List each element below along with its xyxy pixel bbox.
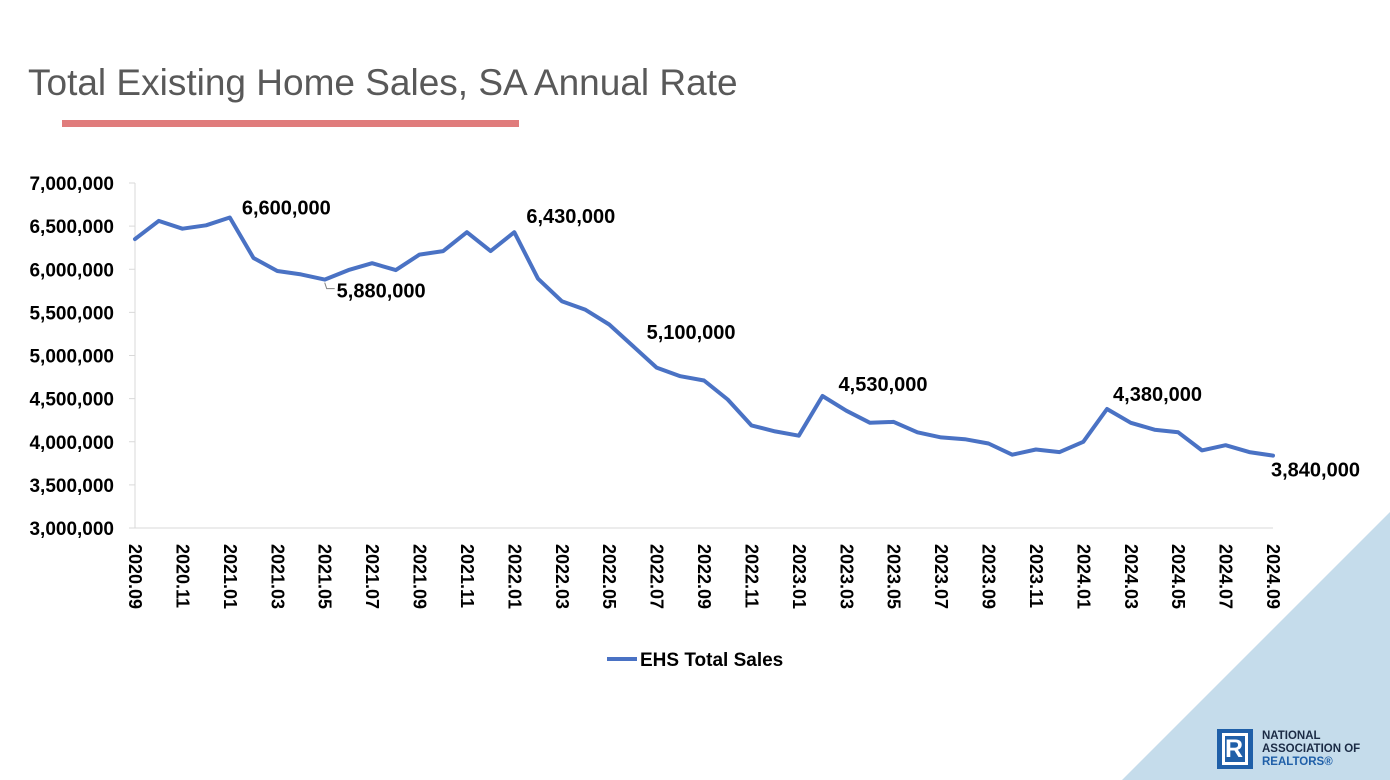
x-tick-label: 2021.01: [220, 544, 240, 609]
y-tick-label: 4,500,000: [29, 390, 114, 411]
x-tick-label: 2024.01: [1073, 544, 1093, 609]
legend-label: EHS Total Sales: [640, 650, 783, 671]
x-tick-label: 2022.01: [504, 544, 524, 609]
y-tick-label: 6,500,000: [29, 217, 114, 238]
data-label-leader: [324, 282, 335, 290]
x-tick-label: 2023.05: [884, 544, 904, 609]
x-tick-label: 2022.05: [599, 544, 619, 609]
x-tick-label: 2021.07: [362, 544, 382, 609]
x-tick-label: 2022.11: [741, 544, 761, 608]
x-tick-label: 2023.01: [789, 544, 809, 609]
y-tick-label: 3,000,000: [29, 519, 114, 540]
title-underline: [62, 120, 519, 127]
x-tick-label: 2023.07: [931, 544, 951, 609]
realtor-r-icon: R: [1217, 729, 1253, 769]
logo-line-1: NATIONAL: [1262, 730, 1321, 742]
data-label: 4,530,000: [839, 374, 928, 396]
data-label: 6,430,000: [526, 206, 615, 228]
y-tick-label: 5,000,000: [29, 347, 114, 368]
y-tick-label: 7,000,000: [29, 174, 114, 195]
x-tick-label: 2024.07: [1216, 544, 1236, 609]
y-tick-label: 4,000,000: [29, 433, 114, 454]
data-label: 6,600,000: [242, 198, 331, 220]
y-tick-label: 5,500,000: [29, 303, 114, 324]
data-label: 5,880,000: [337, 281, 426, 303]
y-tick-label: 6,000,000: [29, 260, 114, 281]
logo-wordmark: NATIONAL ASSOCIATION OF REALTORS®: [1262, 730, 1360, 769]
x-tick-label: 2021.03: [267, 544, 287, 609]
data-label: 3,840,000: [1271, 460, 1360, 482]
data-label: 4,380,000: [1113, 384, 1202, 406]
x-tick-label: 2020.11: [172, 544, 192, 608]
x-tick-label: 2023.09: [979, 544, 999, 609]
logo-glyph: R: [1225, 735, 1244, 763]
x-tick-label: 2024.03: [1121, 544, 1141, 609]
x-tick-label: 2024.09: [1263, 544, 1283, 609]
x-tick-label: 2022.03: [552, 544, 572, 609]
logo-line-2: ASSOCIATION OF: [1262, 743, 1361, 755]
nar-logo: R NATIONAL ASSOCIATION OF REALTORS®: [1217, 729, 1382, 771]
logo-line-3: REALTORS®: [1262, 756, 1333, 768]
x-tick-label: 2022.07: [647, 544, 667, 609]
data-label: 5,100,000: [647, 322, 736, 344]
x-tick-label: 2021.11: [457, 544, 477, 608]
slide-title: Total Existing Home Sales, SA Annual Rat…: [28, 62, 738, 103]
y-tick-label: 3,500,000: [29, 476, 114, 497]
x-tick-label: 2023.03: [836, 544, 856, 609]
series-line-ehs-total-sales: [133, 215, 1275, 458]
x-tick-label: 2020.09: [125, 544, 145, 609]
x-tick-label: 2022.09: [694, 544, 714, 609]
x-tick-label: 2023.11: [1026, 544, 1046, 608]
x-tick-label: 2021.09: [410, 544, 430, 609]
x-tick-label: 2024.05: [1168, 544, 1188, 609]
x-tick-label: 2021.05: [315, 544, 335, 609]
